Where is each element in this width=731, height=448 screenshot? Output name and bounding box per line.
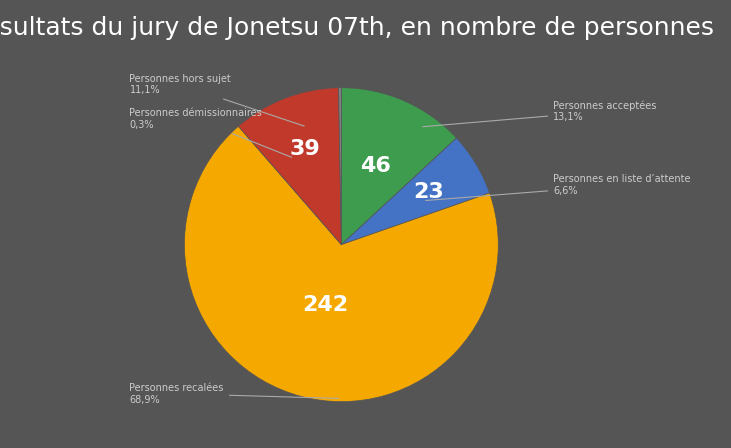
Text: Personnes hors sujet
11,1%: Personnes hors sujet 11,1%: [129, 74, 304, 126]
Wedge shape: [238, 88, 341, 245]
Wedge shape: [341, 88, 456, 245]
Wedge shape: [184, 126, 499, 401]
Text: 23: 23: [414, 182, 444, 202]
Text: 242: 242: [302, 295, 348, 315]
Text: 46: 46: [360, 155, 391, 176]
Text: Personnes acceptées
13,1%: Personnes acceptées 13,1%: [423, 100, 656, 127]
Wedge shape: [338, 88, 341, 245]
Title: Résultats du jury de Jonetsu 07th, en nombre de personnes: Résultats du jury de Jonetsu 07th, en no…: [0, 15, 714, 40]
Wedge shape: [341, 138, 490, 245]
Text: Personnes recalées
68,9%: Personnes recalées 68,9%: [129, 383, 338, 405]
Text: Personnes démissionnaires
0,3%: Personnes démissionnaires 0,3%: [129, 108, 292, 157]
Text: Personnes en liste d’attente
6,6%: Personnes en liste d’attente 6,6%: [425, 174, 691, 201]
Text: 39: 39: [289, 139, 320, 159]
